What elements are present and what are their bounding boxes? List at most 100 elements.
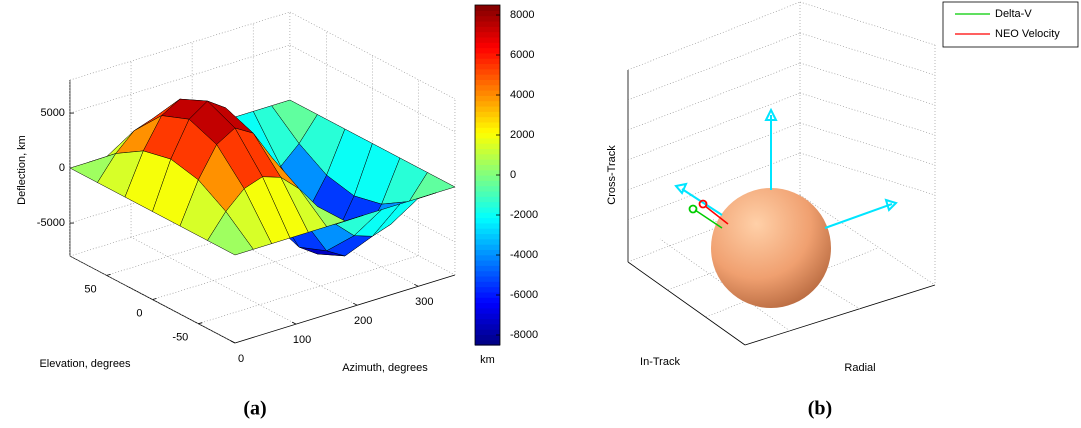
x-tick-label: 100 [293, 334, 311, 346]
grid-line [799, 122, 936, 166]
z-axis-label: Deflection, km [16, 135, 28, 205]
grid-line [192, 217, 358, 306]
colorbar-swatch [475, 281, 500, 288]
x-axis-label: Radial [844, 362, 875, 374]
axis-edge [627, 261, 746, 346]
colorbar-swatch [475, 175, 500, 181]
legend-label: NEO Velocity [995, 28, 1060, 40]
grid-line [705, 247, 879, 318]
y-tick-label: -50 [172, 332, 188, 344]
axis-edge [744, 284, 936, 346]
panel-a: Deflection, km Elevation, degrees Azimut… [16, 4, 538, 420]
z-tick-label: 0 [59, 162, 65, 174]
colorbar-swatch [475, 132, 500, 139]
x-axis-label: Azimuth, degrees [342, 362, 428, 374]
colorbar-tick-label: -2000 [510, 209, 538, 221]
colorbar-swatch [475, 148, 500, 155]
x-tick-label: 300 [415, 296, 433, 308]
grid-line [799, 92, 936, 136]
colorbar-tick-label: -6000 [510, 289, 538, 301]
colorbar-swatch [475, 286, 500, 293]
colorbar-swatch [475, 111, 500, 118]
colorbar-swatch [475, 90, 500, 96]
colorbar-swatch [475, 137, 500, 144]
z-tick-label: 5000 [40, 107, 64, 119]
tick-mark [353, 302, 358, 306]
vector-tip [698, 199, 708, 209]
tick-mark [198, 322, 203, 325]
colorbar-swatch [475, 339, 500, 346]
colorbar-swatch [475, 291, 500, 298]
colorbar-swatch [475, 180, 500, 187]
colorbar-swatch [475, 169, 500, 176]
colorbar-tick-label: 2000 [510, 129, 534, 141]
tick-mark [106, 273, 111, 276]
y-tick-label: 0 [136, 307, 142, 319]
colorbar-swatch [475, 5, 500, 11]
colorbar-swatch [475, 10, 500, 17]
colorbar-swatch [475, 297, 500, 304]
tick-mark [230, 340, 236, 344]
grid-line [289, 44, 456, 133]
colorbar-swatch [475, 212, 500, 219]
vector [681, 188, 723, 216]
colorbar-swatch [475, 196, 500, 203]
colorbar-swatch [475, 20, 500, 27]
grid-line [799, 62, 936, 106]
colorbar-swatch [475, 95, 500, 102]
colorbar-swatch [475, 127, 500, 134]
colorbar-swatch [475, 265, 500, 272]
vector-tip [688, 204, 698, 214]
tick-mark [152, 298, 157, 300]
axes-box [627, 1, 936, 346]
grid-line [667, 221, 841, 291]
caption: (a) [243, 398, 266, 420]
colorbar-swatch [475, 31, 500, 38]
colorbar-swatch [475, 201, 500, 208]
colorbar-swatch [475, 164, 500, 171]
colorbar-swatch [475, 47, 500, 54]
colorbar-swatch [475, 143, 500, 150]
colorbar-tick-label: 4000 [510, 89, 534, 101]
colorbar-swatch [475, 105, 500, 112]
colorbar-tick-label: -8000 [510, 329, 538, 341]
legend-label: Delta-V [995, 8, 1032, 20]
colorbar-swatch [475, 159, 500, 165]
colorbar-swatch [475, 313, 500, 320]
vector [694, 209, 723, 229]
grid-line [627, 92, 801, 161]
colorbar-swatch [475, 121, 500, 128]
colorbar-swatch [475, 153, 500, 160]
arrow-head [764, 107, 778, 121]
colorbar-tick-label: 8000 [510, 9, 534, 21]
tick-mark [414, 283, 419, 287]
box-edge [289, 11, 456, 100]
colorbar-swatch [475, 228, 500, 235]
colorbar-swatch [475, 68, 500, 75]
grid-line [799, 152, 936, 196]
colorbar-swatch [475, 42, 500, 49]
colorbar-tick-label: 0 [510, 169, 516, 181]
grid-line [198, 255, 419, 324]
y-axis-label: In-Track [640, 356, 680, 368]
panel-b: Cross-Track In-Track Radial (b) Delta-V N… [606, 1, 1079, 420]
colorbar-swatch [475, 318, 500, 325]
y-axis-label: Elevation, degrees [39, 358, 131, 370]
colorbar-swatch [475, 249, 500, 256]
colorbar-swatch [475, 58, 500, 65]
caption: (b) [808, 398, 832, 420]
box-edge [627, 1, 801, 71]
arrow-head [674, 182, 688, 195]
colorbar-swatch [475, 190, 500, 197]
sphere [711, 188, 831, 308]
colorbar-swatch [475, 100, 500, 107]
colorbar-swatch [475, 323, 500, 330]
x-tick-label: 200 [354, 315, 372, 327]
colorbar-swatch [475, 238, 500, 245]
arrow-head [884, 198, 898, 212]
surface-patch [207, 211, 254, 256]
grid-line [627, 62, 801, 131]
colorbar-swatch [475, 63, 500, 70]
z-tick-label: -5000 [37, 217, 65, 229]
colorbar-swatch [475, 79, 500, 86]
